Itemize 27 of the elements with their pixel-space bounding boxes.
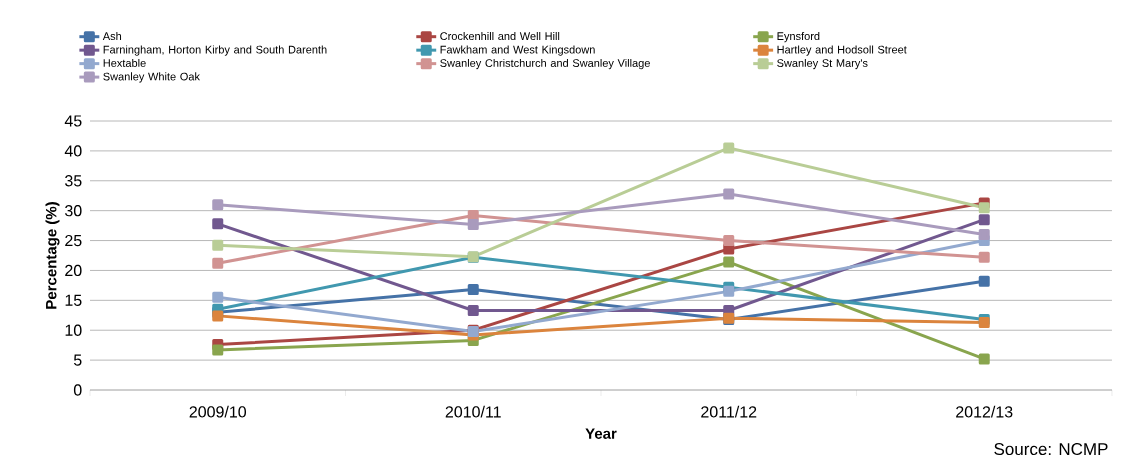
y-tick-label: 15 <box>65 294 82 306</box>
y-axis-title: Percentage (%) <box>45 202 60 309</box>
legend-label: Eynsford <box>777 31 820 43</box>
x-tick-label: 2012/13 <box>956 405 1013 418</box>
y-tick-label: 45 <box>64 115 82 127</box>
legend-label: Fawkham and West Kingsdown <box>440 45 595 56</box>
legend-label: Hextable <box>103 58 146 67</box>
y-tick-label: 25 <box>65 234 82 247</box>
source-note: Source: NCMP <box>994 443 1108 456</box>
legend-label: Hartley and Hodsoll Street <box>777 45 907 56</box>
legend-label: Crockenhill and Well Hill <box>440 31 560 41</box>
legend-label: Swanley White Oak <box>103 72 200 83</box>
y-tick-label: 0 <box>73 384 82 396</box>
y-tick-label: 35 <box>65 175 82 187</box>
y-tick-label: 40 <box>64 145 82 157</box>
legend-label: Swanley St Mary's <box>777 58 868 70</box>
x-tick-label: 2011/12 <box>701 405 757 418</box>
legend-label: Farningham, Horton Kirby and South Darenth <box>103 45 327 56</box>
y-tick-label: 10 <box>65 324 82 336</box>
x-axis-title: Year <box>585 428 617 439</box>
legend-label: Swanley Christchurch and Swanley Village <box>440 58 650 70</box>
x-tick-label: 2010/11 <box>445 405 501 418</box>
y-tick-label: 30 <box>65 205 82 217</box>
y-tick-label: 20 <box>65 264 82 277</box>
legend-label: Ash <box>102 31 122 41</box>
x-tick-label: 2009/10 <box>189 405 247 418</box>
y-tick-label: 5 <box>73 354 82 366</box>
